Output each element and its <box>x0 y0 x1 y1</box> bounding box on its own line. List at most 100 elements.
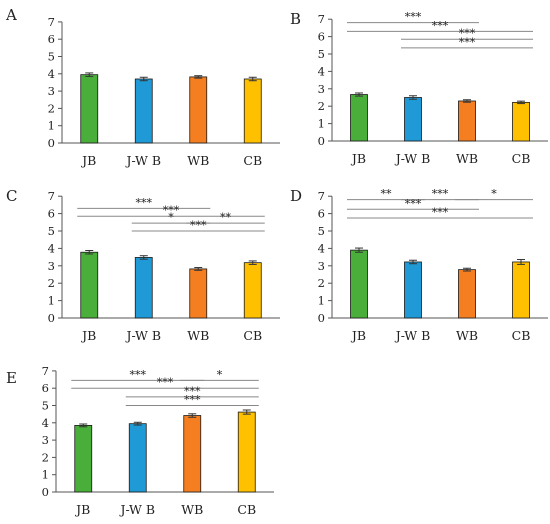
y-tick-label: 5 <box>318 47 325 61</box>
y-tick-label: 1 <box>48 294 55 308</box>
y-tick-label: 1 <box>318 294 325 308</box>
y-tick-label: 1 <box>48 119 55 133</box>
y-tick-label: 0 <box>42 485 49 499</box>
panel-letter: C <box>6 187 17 205</box>
x-category-label: WB <box>187 328 209 343</box>
significance-label: * <box>168 211 174 224</box>
x-category-label: JB <box>80 153 96 168</box>
x-category-label: CB <box>237 502 256 517</box>
y-tick-label: 3 <box>318 82 325 96</box>
bar-wb <box>458 269 476 319</box>
y-tick-label: 3 <box>318 259 325 273</box>
bar-cb <box>512 261 530 319</box>
y-tick-label: 4 <box>318 64 325 78</box>
bar-jb <box>350 249 368 319</box>
y-tick-label: 7 <box>318 12 325 26</box>
significance-label: *** <box>157 376 174 389</box>
bar-wb <box>189 76 208 144</box>
significance-label: *** <box>432 188 449 201</box>
y-tick-label: 2 <box>318 99 325 113</box>
y-tick-label: 7 <box>42 364 49 378</box>
y-tick-label: 7 <box>48 189 55 203</box>
bar-jb <box>74 424 93 493</box>
y-tick-label: 4 <box>48 241 55 255</box>
y-tick-label: 7 <box>48 15 55 29</box>
significance-label: ** <box>381 188 393 201</box>
y-tick-label: 0 <box>48 311 55 325</box>
y-tick-label: 5 <box>42 399 49 413</box>
significance-label: *** <box>184 385 201 398</box>
significance-label: *** <box>130 368 147 381</box>
x-category-label: WB <box>456 151 478 166</box>
significance-label: *** <box>136 196 153 209</box>
significance-label: *** <box>405 11 422 24</box>
x-category-label: WB <box>456 328 478 343</box>
y-tick-label: 2 <box>48 101 55 115</box>
panel-letter: A <box>5 6 17 24</box>
x-category-label: WB <box>181 502 203 517</box>
y-tick-label: 7 <box>318 189 325 203</box>
y-tick-label: 4 <box>318 241 325 255</box>
bar-j-w-b <box>404 97 422 142</box>
significance-label: *** <box>163 204 180 217</box>
y-tick-label: 6 <box>42 381 49 395</box>
bar-cb <box>243 262 262 319</box>
y-tick-label: 5 <box>318 224 325 238</box>
y-tick-label: 1 <box>318 117 325 131</box>
x-category-label: J-W B <box>394 151 431 166</box>
panel-letter: E <box>6 369 17 387</box>
y-tick-label: 5 <box>48 224 55 238</box>
x-category-label: JB <box>74 502 90 517</box>
x-category-label: J-W B <box>124 328 161 343</box>
y-tick-label: 3 <box>48 259 55 273</box>
x-category-label: CB <box>512 151 531 166</box>
bar-cb <box>237 411 256 493</box>
y-tick-label: 6 <box>318 30 325 44</box>
bar-wb <box>458 100 476 142</box>
bar-cb <box>243 78 262 144</box>
y-tick-label: 3 <box>42 433 49 447</box>
y-tick-label: 4 <box>48 67 55 81</box>
significance-label: *** <box>459 36 476 49</box>
x-category-label: JB <box>80 328 96 343</box>
y-tick-label: 4 <box>42 416 49 430</box>
x-category-label: CB <box>243 153 262 168</box>
bar-jb <box>80 74 99 144</box>
bar-wb <box>183 415 202 493</box>
y-tick-label: 5 <box>48 50 55 64</box>
significance-label: *** <box>405 197 422 210</box>
bar-j-w-b <box>404 261 422 319</box>
bar-wb <box>189 268 208 319</box>
significance-label: *** <box>432 206 449 219</box>
bar-j-w-b <box>128 423 147 493</box>
bar-j-w-b <box>134 257 153 319</box>
y-tick-label: 2 <box>48 276 55 290</box>
bar-cb <box>512 101 530 142</box>
x-category-label: CB <box>243 328 262 343</box>
x-category-label: CB <box>512 328 531 343</box>
significance-label: *** <box>432 19 449 32</box>
bar-jb <box>80 251 99 319</box>
significance-label: *** <box>184 394 201 407</box>
x-category-label: J-W B <box>118 502 155 517</box>
significance-label: * <box>217 368 223 381</box>
significance-label: *** <box>459 27 476 40</box>
significance-label: *** <box>190 219 207 232</box>
y-tick-label: 3 <box>48 84 55 98</box>
y-tick-label: 6 <box>318 207 325 221</box>
y-tick-label: 0 <box>318 311 325 325</box>
y-tick-label: 0 <box>318 134 325 148</box>
bar-j-w-b <box>134 78 153 144</box>
x-category-label: J-W B <box>124 153 161 168</box>
y-tick-label: 2 <box>318 276 325 290</box>
y-tick-label: 6 <box>48 207 55 221</box>
y-tick-label: 2 <box>42 450 49 464</box>
y-tick-label: 0 <box>48 136 55 150</box>
x-category-label: WB <box>187 153 209 168</box>
x-category-label: J-W B <box>394 328 431 343</box>
x-category-label: JB <box>350 151 366 166</box>
